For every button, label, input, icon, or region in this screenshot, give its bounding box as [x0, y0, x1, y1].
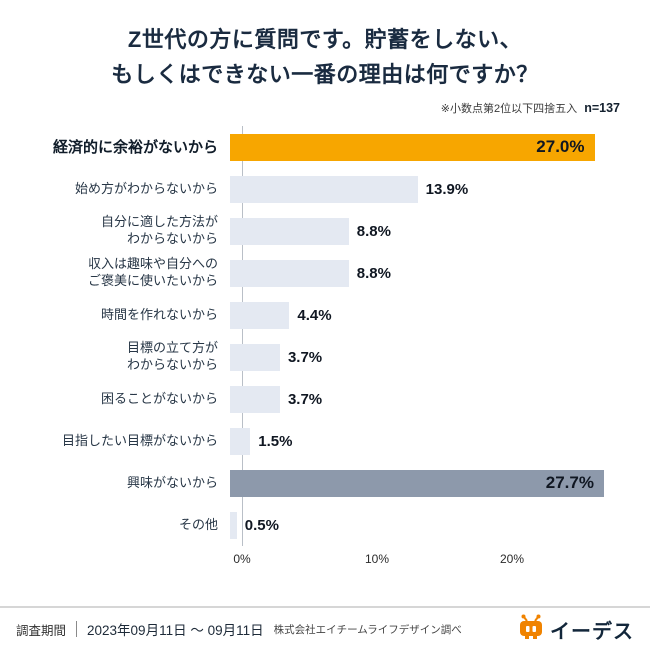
category-label: 収入は趣味や自分への ご褒美に使いたいから [87, 256, 218, 289]
bar-highlight: 27.0% [230, 133, 595, 161]
chart-row: 時間を作れないから 4.4% [0, 294, 650, 336]
chart-row: 興味がないから 27.7% [0, 462, 650, 504]
bar-default [230, 217, 349, 245]
bar-track: 8.8% [230, 252, 650, 294]
bar-track: 3.7% [230, 336, 650, 378]
value-label: 27.7% [545, 473, 594, 493]
chart-row: 経済的に余裕がないから 27.0% [0, 126, 650, 168]
page-title: Z世代の方に質問です。貯蓄をしない、 もしくはできない一番の理由は何ですか？ [0, 22, 650, 92]
bar-chart: 経済的に余裕がないから 27.0% 始め方がわからないから 13.9% 自分に適した方法… [0, 126, 650, 572]
divider [76, 621, 78, 637]
bar-track: 1.5% [230, 420, 650, 462]
x-axis-ticks: 0% 10% 20% [0, 546, 650, 572]
survey-period-value: 2023年09月11日 〜 09月11日 [87, 623, 264, 638]
axis-tick-label: 0% [233, 552, 251, 567]
chart-row: 目指したい目標がないから 1.5% [0, 420, 650, 462]
survey-info: 調査期間 2023年09月11日 〜 09月11日 株式会社エイチームライフデザ… [16, 619, 462, 639]
chart-rows: 経済的に余裕がないから 27.0% 始め方がわからないから 13.9% 自分に適した方法… [0, 126, 650, 547]
bar-track: 4.4% [230, 294, 650, 336]
value-label: 8.8% [356, 222, 391, 240]
axis-tick-label: 20% [499, 552, 525, 567]
robot-icon [517, 613, 545, 646]
bar-track: 3.7% [230, 378, 650, 420]
chart-row: 収入は趣味や自分への ご褒美に使いたいから 8.8% [0, 252, 650, 294]
bar-default [230, 511, 237, 539]
chart-row: 目標の立て方が わからないから 3.7% [0, 336, 650, 378]
title-line-2: もしくはできない一番の理由は何ですか？ [111, 62, 539, 88]
bar-default [230, 427, 251, 455]
footer: 調査期間 2023年09月11日 〜 09月11日 株式会社エイチームライフデザ… [0, 606, 650, 650]
value-label: 8.8% [356, 264, 391, 282]
bar-emphasis: 27.7% [230, 469, 604, 497]
category-label: 始め方がわからないから [74, 180, 218, 196]
survey-source: 株式会社エイチームライフデザイン調べ [273, 623, 462, 636]
chart-row: 困ることがないから 3.7% [0, 378, 650, 420]
category-label: 時間を作れないから [100, 306, 218, 322]
category-label: 自分に適した方法が わからないから [100, 214, 218, 247]
axis-tick-label: 10% [364, 552, 390, 567]
value-label: 13.9% [425, 180, 469, 198]
bar-default [230, 343, 280, 371]
rounding-note: ※小数点第2位以下四捨五入 [440, 103, 578, 116]
value-label: 3.7% [287, 390, 323, 408]
y-axis-line [242, 126, 243, 547]
bar-default [230, 385, 280, 413]
bar-track: 0.5% [230, 504, 650, 546]
value-label: 4.4% [297, 306, 332, 324]
bar-track: 27.0% [230, 126, 650, 168]
value-label: 0.5% [244, 516, 279, 534]
bar-track: 13.9% [230, 168, 650, 210]
brand-name: イーデス [550, 620, 634, 643]
survey-period-label: 調査期間 [16, 623, 67, 638]
bar-track: 27.7% [230, 462, 650, 504]
bar-default [230, 175, 418, 203]
category-label: 困ることがないから [100, 390, 218, 406]
bar-default [230, 301, 290, 329]
brand-logo: イーデス [517, 613, 634, 646]
chart-row: 始め方がわからないから 13.9% [0, 168, 650, 210]
category-label: 目標の立て方が わからないから [126, 340, 218, 373]
value-label: 3.7% [287, 348, 323, 366]
sample-size: n=137 [584, 101, 620, 116]
chart-row: その他 0.5% [0, 504, 650, 546]
chart-note: ※小数点第2位以下四捨五入 n=137 [0, 100, 620, 116]
category-label: 興味がないから [126, 474, 218, 490]
bar-track: 8.8% [230, 210, 650, 252]
category-label: 目指したい目標がないから [61, 432, 218, 448]
category-label: 経済的に余裕がないから [52, 138, 218, 156]
chart-row: 自分に適した方法が わからないから 8.8% [0, 210, 650, 252]
bar-default [230, 259, 349, 287]
value-label: 27.0% [536, 137, 585, 157]
value-label: 1.5% [258, 432, 293, 450]
title-line-1: Z世代の方に質問です。貯蓄をしない、 [127, 27, 523, 52]
category-label: その他 [178, 516, 218, 532]
